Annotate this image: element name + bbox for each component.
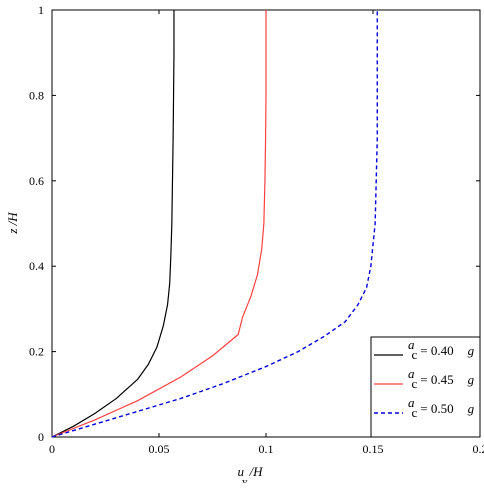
x-tick-label: 0.15 [363,442,384,456]
series-line-1 [52,10,174,437]
x-tick-label: 0.05 [149,442,170,456]
series-line-2 [52,10,266,437]
series-layer [52,10,377,437]
x-tick-label: 0.1 [259,442,274,456]
y-tick-label: 0 [38,430,44,444]
y-tick-label: 0.8 [29,88,44,102]
y-tick-label: 0.6 [29,174,44,188]
series-line-3 [52,10,377,437]
y-tick-label: 1 [38,3,44,17]
y-tick-label: 0.2 [29,345,44,359]
y-axis-label: z /H [5,212,20,235]
x-tick-label: 0.2 [473,442,484,456]
x-tick-label: 0 [49,442,55,456]
y-tick-label: 0.4 [29,259,44,273]
